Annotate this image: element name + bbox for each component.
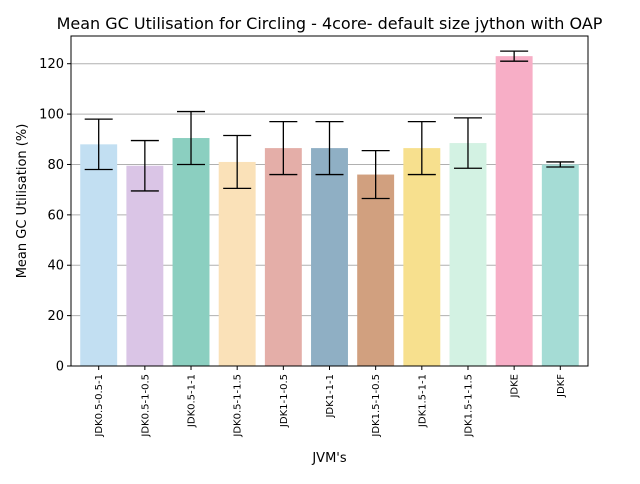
x-tick-label: JDK0.5-0.5-1	[94, 374, 105, 438]
y-tick-label: 120	[39, 57, 64, 72]
bar	[495, 56, 533, 366]
x-axis-label: JVM's	[311, 451, 347, 466]
bar	[449, 143, 487, 366]
y-tick-layer: 0 20 40 60 80 100 120	[39, 57, 71, 375]
x-tick-label: JDK1.5-1-0.5	[371, 374, 382, 438]
bar	[264, 148, 302, 366]
bar	[311, 148, 348, 366]
bar	[218, 161, 256, 366]
bar	[403, 148, 441, 366]
y-tick-label: 0	[56, 360, 64, 375]
y-tick-label: 80	[47, 158, 64, 173]
chart-title: Mean GC Utilisation for Circling - 4core…	[57, 14, 603, 33]
x-tick-label: JDK0.5-1-0.5	[140, 374, 151, 438]
x-tick-label: JDKE	[510, 374, 521, 399]
x-tick-layer: JDK0.5-0.5-1 JDK0.5-1-0.5 JDK0.5-1-1 JDK0.5…	[94, 366, 567, 438]
bar	[541, 164, 579, 366]
y-tick-label: 20	[47, 309, 64, 324]
bar	[126, 165, 164, 366]
bar	[172, 138, 210, 366]
bar	[80, 144, 118, 366]
x-tick-label: JDK0.5-1-1.5	[233, 374, 244, 438]
y-tick-label: 100	[39, 108, 64, 123]
y-tick-label: 40	[47, 259, 64, 274]
error-bar-layer	[84, 50, 575, 200]
bar	[357, 174, 395, 366]
x-tick-label: JDKF	[556, 374, 567, 398]
y-tick-label: 60	[47, 208, 64, 223]
x-tick-label: JDK1-1-0.5	[279, 374, 290, 428]
x-tick-label: JDK1-1-1	[325, 374, 336, 419]
y-axis-label: Mean GC Utilisation (%)	[15, 124, 30, 279]
x-tick-label: JDK1.5-1-1	[417, 374, 428, 428]
bar-layer	[80, 56, 579, 366]
x-tick-label: JDK0.5-1-1	[187, 374, 198, 428]
x-tick-label: JDK1.5-1-1.5	[463, 374, 474, 438]
